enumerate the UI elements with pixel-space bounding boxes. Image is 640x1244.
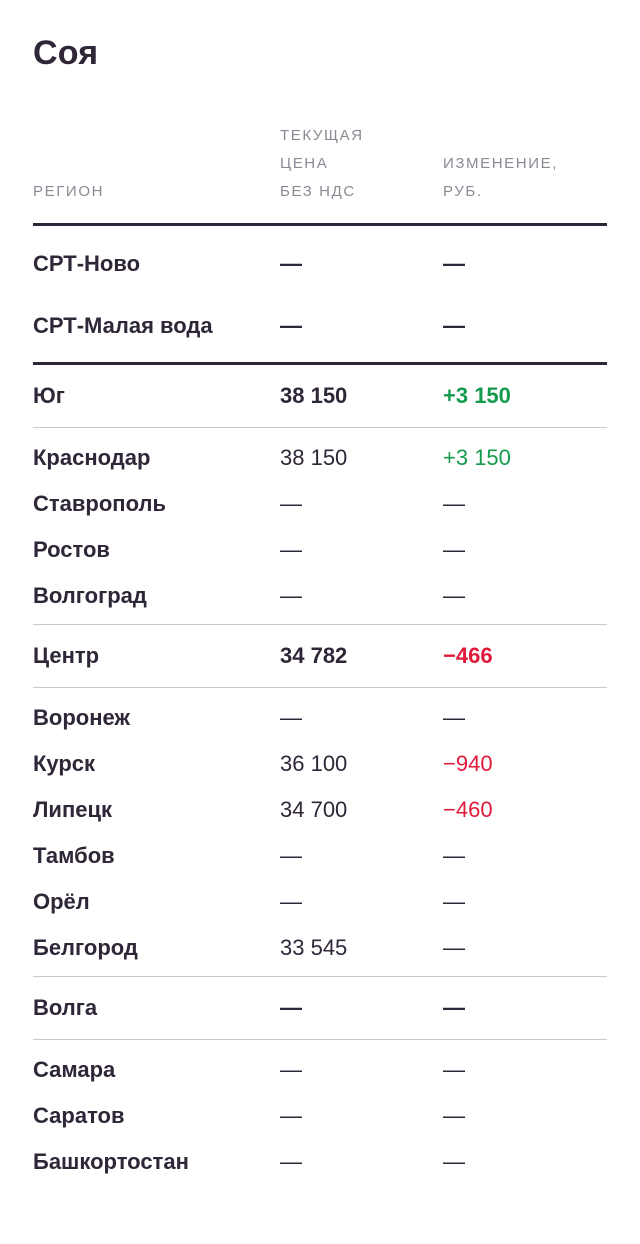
thin-divider <box>33 976 607 977</box>
table-row: Самара — — <box>33 1047 607 1093</box>
table-row: Курск 36 100 −940 <box>33 741 607 787</box>
table-row: Центр 34 782 −466 <box>33 625 607 687</box>
change-cell: — <box>443 889 465 914</box>
thick-divider <box>33 362 607 365</box>
table-row: Юг 38 150 +3 150 <box>33 365 607 427</box>
column-header-region: РЕГИОН <box>33 183 105 200</box>
region-cell: Ростов <box>33 537 110 562</box>
price-cell: — <box>280 1103 302 1128</box>
row-block: Волга — — <box>33 977 607 1039</box>
price-cell: — <box>280 843 302 868</box>
table-row: Башкортостан — — <box>33 1139 607 1185</box>
thin-divider <box>33 624 607 625</box>
change-cell: — <box>443 583 465 608</box>
change-cell: — <box>443 1103 465 1128</box>
table-row: Липецк 34 700 −460 <box>33 787 607 833</box>
region-cell: Липецк <box>33 797 113 822</box>
change-cell: — <box>443 251 465 276</box>
price-cell: — <box>280 705 302 730</box>
table-row: Воронеж — — <box>33 695 607 741</box>
column-header-price: ТЕКУЩАЯ ЦЕНА БЕЗ НДС <box>280 127 364 200</box>
table-row: Ставрополь — — <box>33 481 607 527</box>
change-cell: — <box>443 1057 465 1082</box>
change-cell: — <box>443 935 465 960</box>
region-cell: Саратов <box>33 1103 125 1128</box>
price-cell: — <box>280 889 302 914</box>
change-cell: — <box>443 537 465 562</box>
region-cell: Курск <box>33 751 96 776</box>
price-cell: — <box>280 313 302 338</box>
region-cell: Белгород <box>33 935 138 960</box>
change-cell: — <box>443 995 465 1020</box>
change-cell: −460 <box>443 797 493 822</box>
price-cell: — <box>280 537 302 562</box>
region-cell: Центр <box>33 643 100 668</box>
table-row: Саратов — — <box>33 1093 607 1139</box>
region-cell: Ставрополь <box>33 491 166 516</box>
price-cell: — <box>280 1149 302 1174</box>
price-cell: 33 545 <box>280 935 348 960</box>
table-row: Волга — — <box>33 977 607 1039</box>
price-cell: — <box>280 491 302 516</box>
thin-divider <box>33 1039 607 1040</box>
region-cell: СРТ-Малая вода <box>33 313 213 338</box>
region-cell: Юг <box>33 383 65 408</box>
table-row: Краснодар 38 150 +3 150 <box>33 435 607 481</box>
change-cell: — <box>443 491 465 516</box>
change-cell: — <box>443 705 465 730</box>
price-cell: 38 150 <box>280 383 348 408</box>
table-row: Орёл — — <box>33 879 607 925</box>
table-row: СРТ-Ново — — <box>33 233 607 295</box>
table-row: Тамбов — — <box>33 833 607 879</box>
region-cell: Воронеж <box>33 705 131 730</box>
price-cell: 38 150 <box>280 445 348 470</box>
table-body: СРТ-Ново — — СРТ-Малая вода — — Юг 38 150 +3 150… <box>33 226 607 1190</box>
table-header: РЕГИОН ТЕКУЩАЯ ЦЕНА БЕЗ НДС ИЗМЕНЕНИЕ, Р… <box>33 122 607 226</box>
page-title: Соя <box>33 34 99 72</box>
region-cell: Орёл <box>33 889 90 914</box>
price-cell: — <box>280 995 302 1020</box>
table-row: Волгоград — — <box>33 573 607 619</box>
price-cell: 34 782 <box>280 643 348 668</box>
region-cell: Башкортостан <box>33 1149 189 1174</box>
region-cell: Волга <box>33 995 98 1020</box>
price-table: РЕГИОН ТЕКУЩАЯ ЦЕНА БЕЗ НДС ИЗМЕНЕНИЕ, Р… <box>33 122 607 1190</box>
region-cell: Краснодар <box>33 445 151 470</box>
change-cell: +3 150 <box>443 445 511 470</box>
change-cell: −466 <box>443 643 493 668</box>
column-header-change: ИЗМЕНЕНИЕ, РУБ. <box>443 155 558 200</box>
thin-divider <box>33 427 607 428</box>
price-cell: — <box>280 1057 302 1082</box>
change-cell: — <box>443 1149 465 1174</box>
region-cell: Волгоград <box>33 583 147 608</box>
row-block: Воронеж — — Курск 36 100 −940 Липецк 34 700 −460… <box>33 688 607 976</box>
table-row: Белгород 33 545 — <box>33 925 607 971</box>
row-block: СРТ-Ново — — СРТ-Малая вода — — <box>33 226 607 362</box>
price-cell: 36 100 <box>280 751 348 776</box>
thin-divider <box>33 687 607 688</box>
price-cell: — <box>280 583 302 608</box>
price-cell: — <box>280 251 302 276</box>
region-cell: Самара <box>33 1057 116 1082</box>
region-cell: Тамбов <box>33 843 115 868</box>
change-cell: −940 <box>443 751 493 776</box>
table-row: СРТ-Малая вода — — <box>33 295 607 357</box>
page: Соя РЕГИОН ТЕКУЩАЯ ЦЕНА БЕЗ НДС ИЗМЕНЕНИ… <box>0 36 640 1190</box>
change-cell: — <box>443 313 465 338</box>
price-cell: 34 700 <box>280 797 348 822</box>
row-block: Краснодар 38 150 +3 150 Ставрополь — — Ростов —… <box>33 428 607 624</box>
row-block: Юг 38 150 +3 150 <box>33 365 607 427</box>
region-cell: СРТ-Ново <box>33 251 141 276</box>
change-cell: — <box>443 843 465 868</box>
table-row: Ростов — — <box>33 527 607 573</box>
row-block: Центр 34 782 −466 <box>33 625 607 687</box>
row-block: Самара — — Саратов — — Башкортостан — — <box>33 1040 607 1190</box>
change-cell: +3 150 <box>443 383 511 408</box>
